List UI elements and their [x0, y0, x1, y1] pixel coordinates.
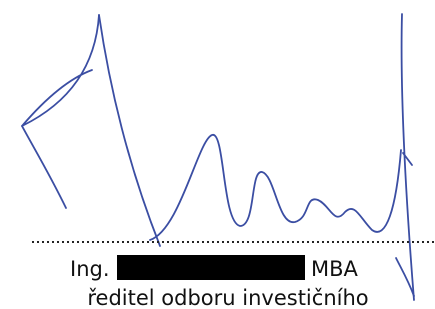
title-suffix: MBA: [311, 257, 359, 281]
signature-stroke: [22, 15, 99, 126]
signature-stroke: [402, 14, 414, 300]
position-title: ředitel odboru investičního: [87, 286, 368, 309]
redaction-box: [117, 255, 305, 280]
title-prefix: Ing.: [70, 257, 110, 281]
document: Ing. MBA ředitel odboru investičního: [0, 0, 435, 309]
signature-stroke: [99, 15, 160, 246]
signature-stroke: [22, 126, 66, 208]
page: {"signature": {"prefix": "Ing.", "suffix…: [0, 0, 435, 309]
signature-stroke: [150, 135, 401, 240]
